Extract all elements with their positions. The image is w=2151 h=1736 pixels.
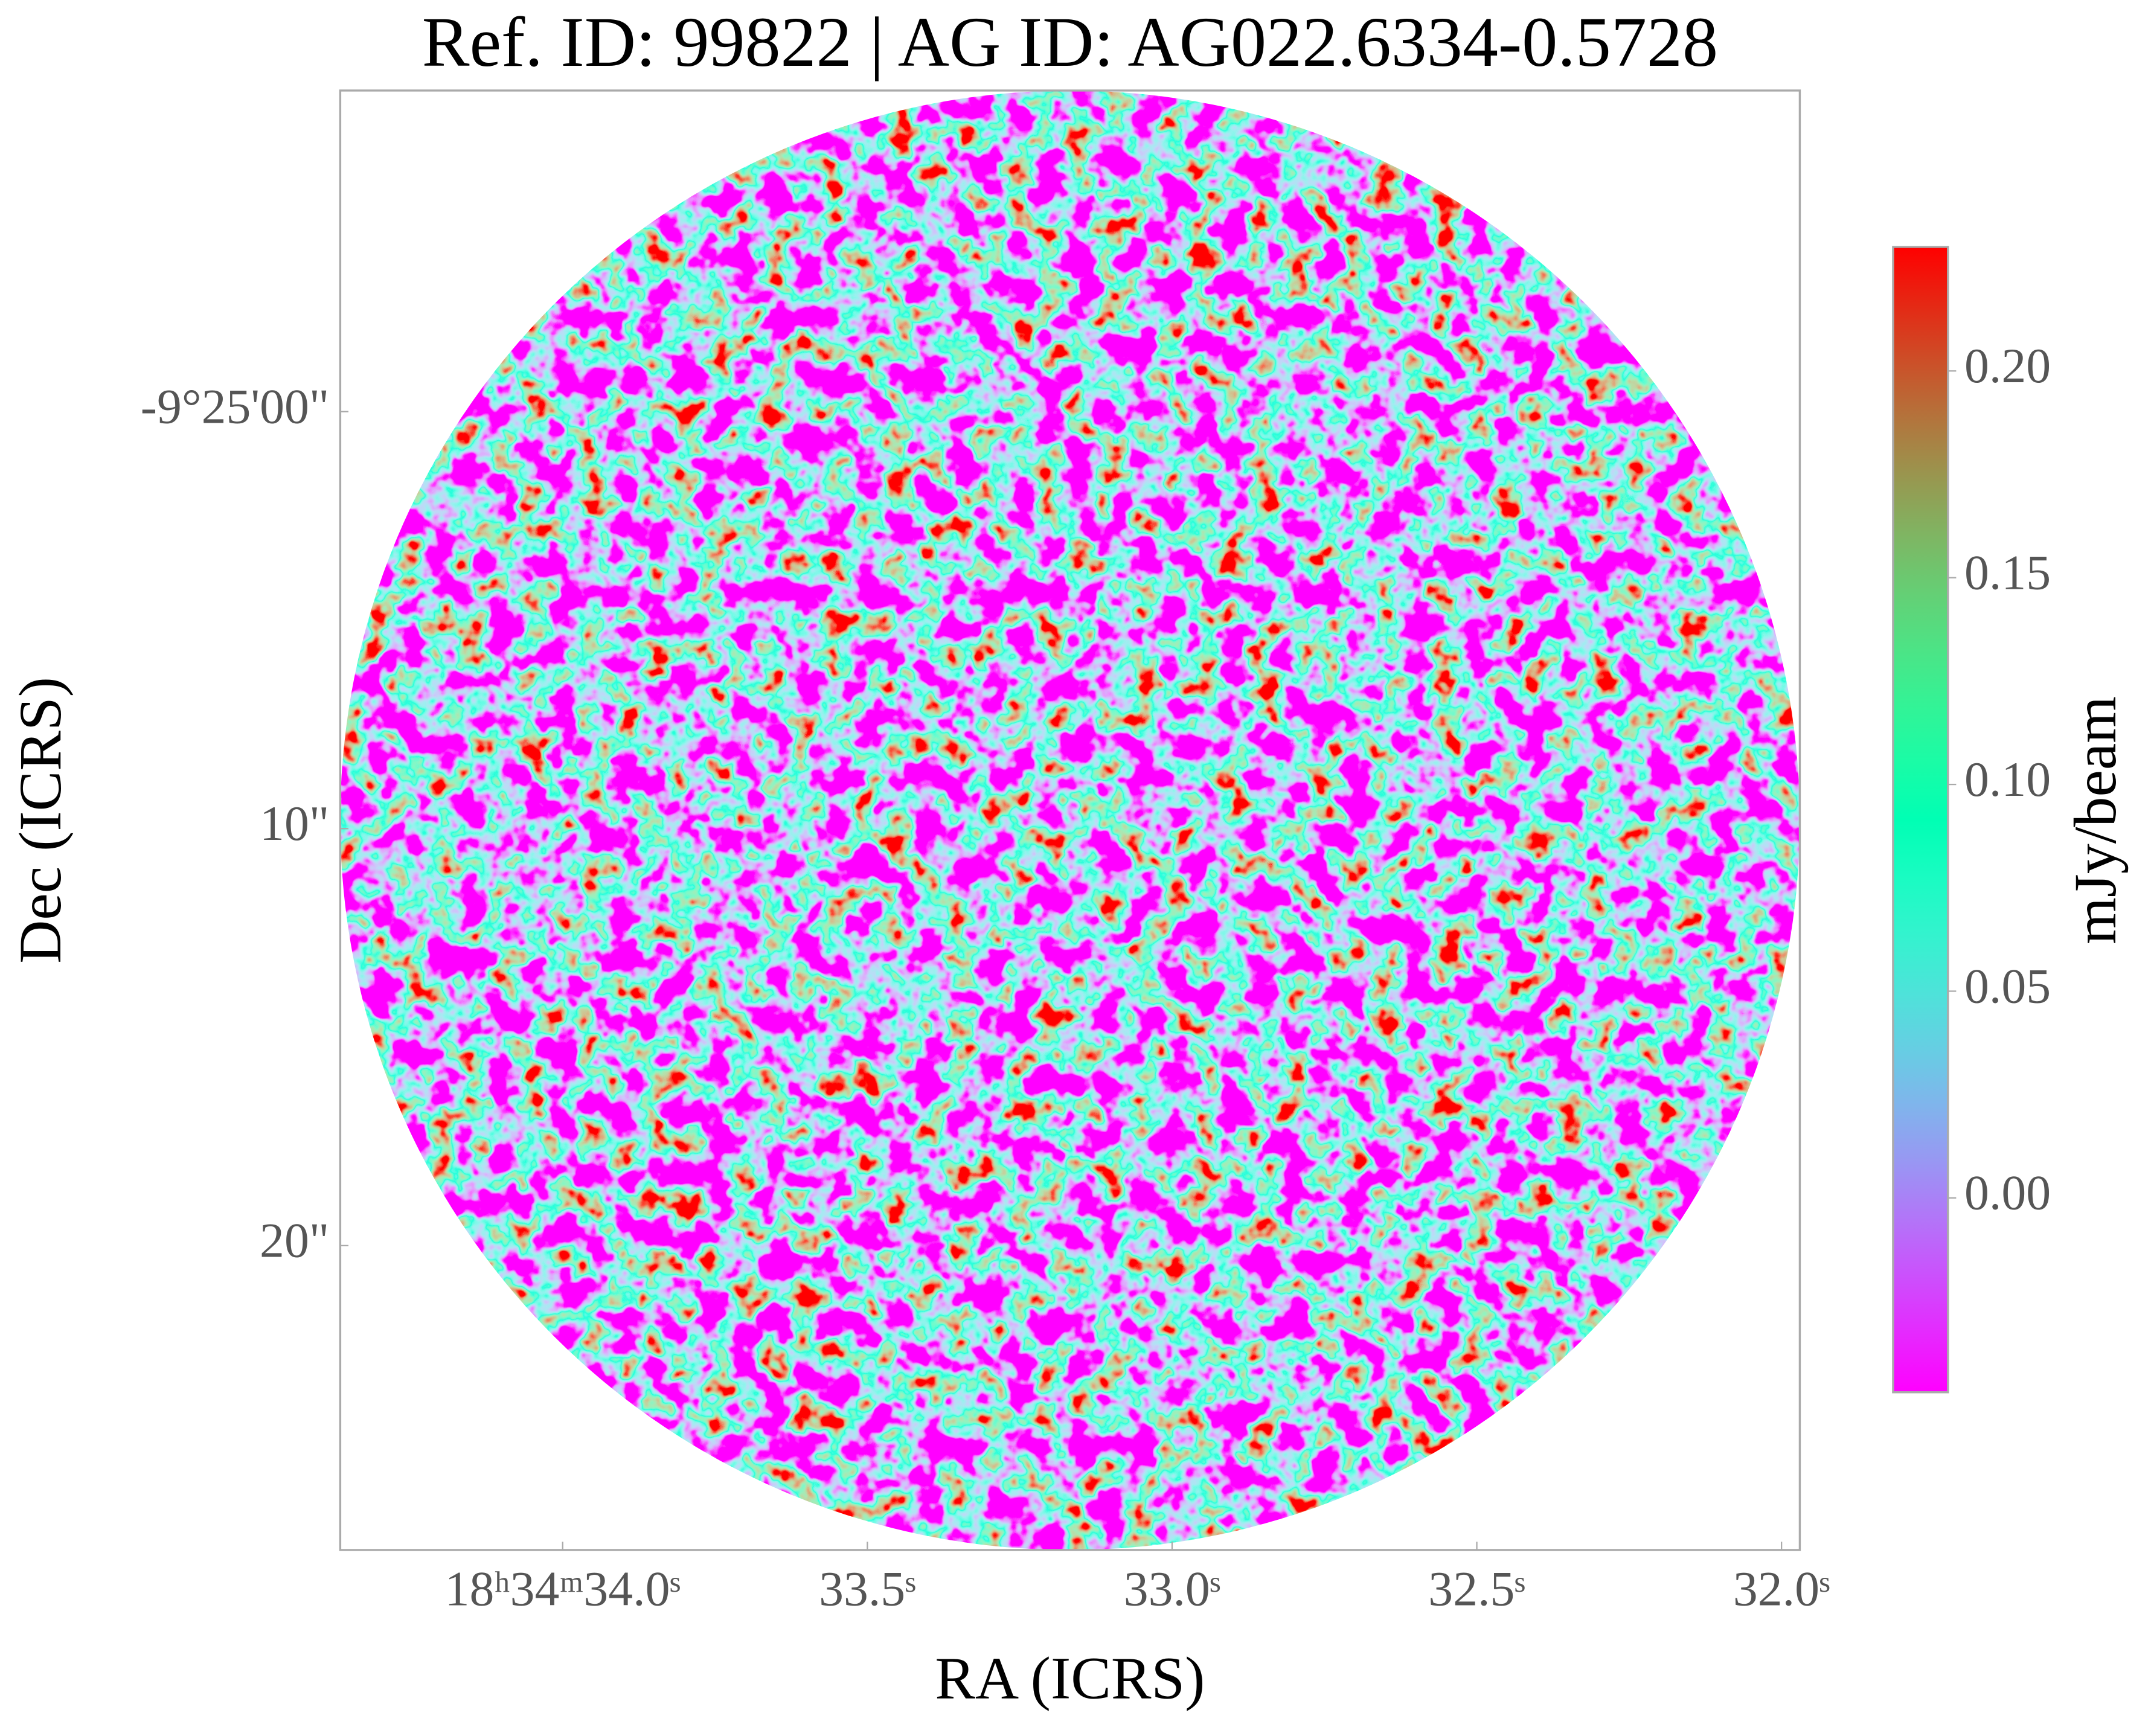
noise-field — [340, 90, 1800, 1550]
colorbar-tick-label: 0.00 — [1964, 1165, 2051, 1220]
colorbar-label: mJy/beam — [2062, 696, 2129, 944]
colorbar-tick-label: 0.20 — [1964, 338, 2051, 393]
y-tick-label: 10" — [260, 796, 329, 851]
colorbar-tick-label: 0.05 — [1964, 958, 2051, 1013]
colorbar-tick-label: 0.10 — [1964, 752, 2051, 807]
colorbar — [1892, 246, 1949, 1394]
chart-title: Ref. ID: 99822 | AG ID: AG022.6334-0.572… — [422, 2, 1718, 82]
x-tick-label: 33.0ˢ — [1124, 1561, 1220, 1616]
x-tick-label: 32.0ˢ — [1733, 1561, 1830, 1616]
y-axis-label: Dec (ICRS) — [7, 677, 74, 964]
x-axis-label: RA (ICRS) — [935, 1645, 1205, 1712]
image-map — [340, 90, 1800, 1550]
y-tick-label: 20" — [260, 1213, 329, 1268]
x-tick-label: 33.5ˢ — [819, 1561, 915, 1616]
x-tick-label: 18ʰ34ᵐ34.0ˢ — [445, 1561, 681, 1616]
plot-frame — [339, 89, 1801, 1551]
colorbar-tick-label: 0.15 — [1964, 545, 2051, 600]
x-tick-label: 32.5ˢ — [1428, 1561, 1525, 1616]
y-tick-label: -9°25'00" — [141, 379, 329, 434]
